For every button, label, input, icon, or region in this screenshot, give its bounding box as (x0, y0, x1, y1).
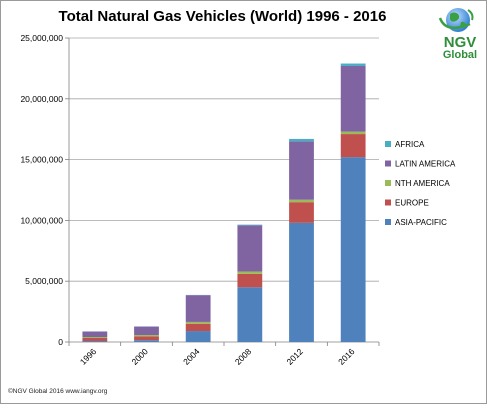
bar-segment (134, 340, 159, 342)
x-tick-label: 1996 (78, 346, 99, 367)
legend-swatch (385, 219, 391, 225)
bar-segment (340, 65, 366, 132)
y-tick-label: 5,000,000 (25, 276, 63, 286)
bar-segment (237, 271, 263, 274)
bar-segment (289, 222, 314, 342)
bar-segment (237, 287, 263, 342)
bar-segment (289, 138, 314, 142)
globe-logo-icon (438, 8, 474, 32)
bar-segment (340, 157, 366, 342)
bar-segment (185, 295, 211, 322)
y-tick-label: 25,000,000 (20, 33, 63, 43)
x-tick-label: 2012 (284, 346, 305, 367)
x-tick-label: 2016 (336, 346, 357, 367)
legend-swatch (385, 199, 391, 206)
bar-segment (82, 337, 108, 338)
bar-segment (289, 202, 314, 223)
bar-segment (82, 331, 108, 338)
legend-swatch (385, 141, 391, 147)
y-tick-label: 20,000,000 (20, 94, 63, 104)
y-tick-label: 10,000,000 (20, 215, 63, 225)
bar-segment (134, 335, 159, 337)
bar-segment (185, 321, 211, 324)
bar-segment (340, 63, 366, 66)
bar-segment (289, 141, 314, 200)
legend-label: AFRICA (395, 140, 425, 149)
x-tick-label: 2008 (233, 346, 254, 367)
logo-text-global: Global (442, 49, 478, 61)
legend-label: EUROPE (395, 199, 429, 208)
bar-segment (289, 199, 314, 203)
legend-swatch (385, 180, 391, 186)
logo-text-ngv: NGV (443, 34, 477, 51)
y-tick-label: 0 (58, 337, 63, 347)
bar-segment (237, 224, 263, 226)
legend-label: LATIN AMERICA (395, 160, 456, 169)
x-tick-label: 2000 (129, 346, 150, 367)
bar-segment (237, 273, 263, 288)
bar-segment (134, 336, 159, 341)
bar-segment (185, 323, 211, 332)
y-tick-label: 15,000,000 (20, 155, 63, 165)
x-tick-label: 2004 (181, 346, 202, 367)
legend-label: NTH AMERICA (395, 179, 450, 188)
copyright-text: ©NGV Global 2016 www.iangv.org (8, 388, 108, 395)
bar-segment (82, 337, 108, 342)
bar-segment (134, 326, 159, 336)
legend-swatch (385, 160, 391, 167)
chart-title: Total Natural Gas Vehicles (World) 1996 … (58, 8, 387, 25)
bar-segment (237, 225, 263, 272)
legend-label: ASIA-PACIFIC (395, 218, 447, 227)
bar-segment (185, 331, 211, 342)
bar-segment (340, 131, 366, 135)
bar-segment (340, 134, 366, 158)
bar-segment (82, 341, 108, 342)
